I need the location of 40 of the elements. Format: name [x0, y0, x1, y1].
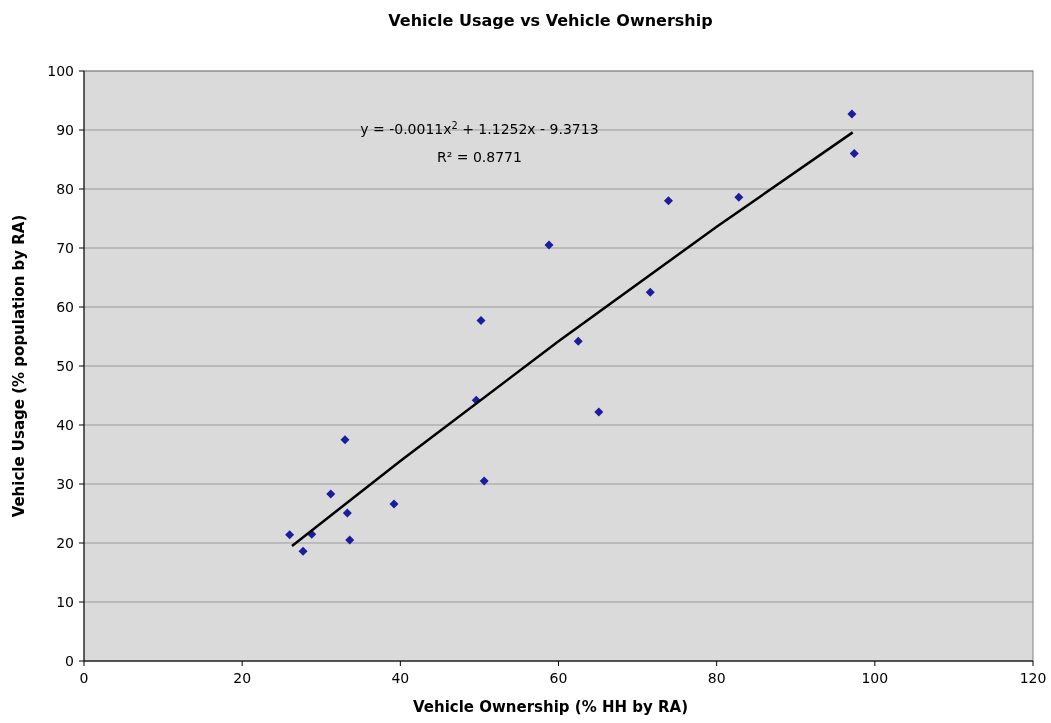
y-tick-label: 100 — [47, 63, 74, 79]
point — [594, 407, 604, 417]
point — [544, 240, 554, 250]
annotation: y = -0.0011x$^{2}$ + 1.1252x - 9.3713 — [360, 119, 599, 138]
y-tick-label: 30 — [56, 476, 74, 492]
y-tick-label: 80 — [56, 181, 74, 197]
point — [326, 489, 336, 499]
point — [645, 287, 655, 297]
y-tick-label: 60 — [56, 299, 74, 315]
y-tick-label: 70 — [56, 240, 74, 256]
point — [479, 476, 489, 486]
point — [285, 530, 295, 540]
point — [849, 149, 859, 159]
y-tick-label: 20 — [56, 535, 74, 551]
point — [345, 535, 355, 545]
x-tick-label: 60 — [549, 670, 568, 686]
x-tick-label: 0 — [79, 670, 89, 686]
point — [847, 109, 857, 119]
point — [734, 192, 744, 202]
x-tick-label: 100 — [861, 670, 889, 686]
y-tick-label: 50 — [56, 358, 74, 374]
point — [340, 435, 350, 445]
x-tick-label: 120 — [1019, 670, 1047, 686]
chart-title: Vehicle Usage vs Vehicle Ownership — [388, 11, 713, 30]
y-tick-label: 0 — [65, 653, 74, 669]
x-tick-label: 80 — [707, 670, 726, 686]
x-tick-label: 40 — [391, 670, 410, 686]
y-tick-label: 10 — [56, 594, 74, 610]
point — [476, 316, 486, 326]
annotation: R² = 0.8771 — [436, 149, 522, 166]
point — [573, 336, 583, 346]
x-tick-label: 20 — [233, 670, 252, 686]
y-tick-label: 90 — [56, 122, 74, 138]
x-axis-title: Vehicle Ownership (% HH by RA) — [413, 698, 688, 716]
y-axis-title: Vehicle Usage (% population by RA) — [10, 214, 28, 518]
y-tick-label: 40 — [56, 417, 74, 433]
point — [298, 546, 308, 556]
point — [342, 508, 352, 518]
point — [663, 196, 673, 206]
point — [389, 499, 399, 509]
